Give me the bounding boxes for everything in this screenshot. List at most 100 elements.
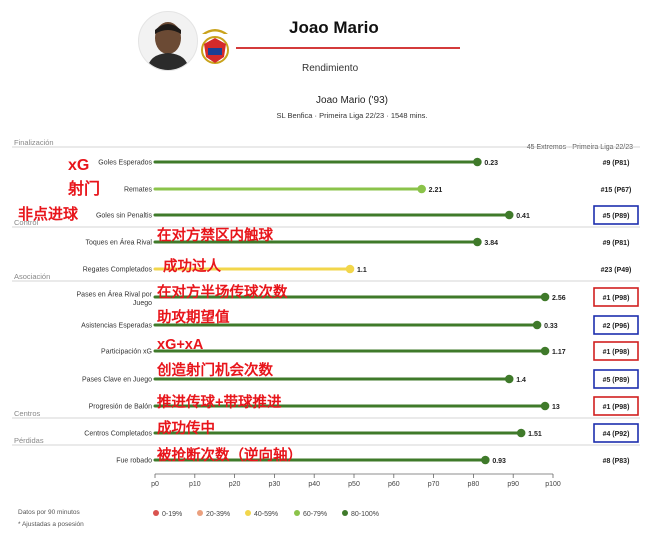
- section-label: Pérdidas: [14, 436, 44, 445]
- percentile-dot: [417, 184, 426, 194]
- legend-swatch: [153, 510, 159, 516]
- rank-label: #5 (P89): [603, 377, 630, 384]
- metric-label: Goles sin Penaltis: [96, 213, 153, 220]
- percentile-dot: [504, 210, 514, 220]
- club-crest-icon: [196, 22, 234, 68]
- rank-highlight-box: [593, 205, 639, 225]
- rank-highlight-box: [593, 396, 639, 416]
- legend-label: 60-79%: [303, 511, 327, 518]
- metric-label: Regates Completados: [83, 267, 153, 274]
- metric-label: Pases Clave en Juego: [82, 377, 152, 384]
- legend-label: 20-39%: [206, 511, 230, 518]
- percentile-dot: [516, 428, 526, 438]
- metric-label: Progresión de Balón: [89, 404, 153, 411]
- rank-label: #15 (P67): [601, 187, 632, 194]
- rank-highlight-box: [593, 423, 639, 443]
- annotation-label: 成功传中: [157, 419, 215, 437]
- annotation-label: 成功过人: [163, 257, 221, 275]
- metric-label: Centros Completados: [84, 431, 152, 438]
- percentile-dot: [345, 264, 355, 274]
- value-label: 1.1: [357, 267, 367, 274]
- value-label: 13: [552, 404, 560, 411]
- percentile-dot: [481, 455, 490, 465]
- x-tick-label: p100: [545, 481, 561, 488]
- x-tick-label: p90: [507, 481, 519, 488]
- annotation-label: 被抢断次数（逆向轴）: [157, 446, 302, 464]
- legend-swatch: [342, 510, 348, 516]
- metric-label: Remates: [124, 187, 153, 194]
- rank-label: #2 (P96): [603, 323, 630, 330]
- annotation-label: xG: [68, 157, 89, 174]
- value-label: 0.93: [492, 458, 506, 465]
- value-label: 0.33: [544, 323, 558, 330]
- rank-label: #4 (P92): [603, 431, 630, 438]
- value-label: 1.51: [528, 431, 542, 438]
- annotation-label: 非点进球: [18, 205, 79, 223]
- x-tick-label: p30: [269, 481, 281, 488]
- value-label: 0.41: [516, 213, 530, 220]
- value-label: 3.84: [484, 240, 498, 247]
- value-label: 2.56: [552, 295, 566, 302]
- metric-label: Participación xG: [101, 349, 152, 356]
- rank-label: #1 (P98): [603, 404, 630, 411]
- legend-label: 80-100%: [351, 511, 379, 518]
- footnote: * Ajustadas a posesión: [18, 521, 84, 528]
- annotation-label: 在对方半场传球次数: [157, 283, 288, 301]
- legend-label: 40-59%: [254, 511, 278, 518]
- x-tick-label: p40: [308, 481, 320, 488]
- rank-label: #8 (P83): [603, 458, 630, 465]
- x-tick-label: p70: [428, 481, 440, 488]
- rank-highlight-box: [593, 341, 639, 361]
- section-label: Centros: [14, 409, 41, 418]
- percentile-dot: [473, 157, 482, 167]
- metric-label: Juego: [133, 300, 152, 307]
- percentile-dot: [540, 401, 550, 411]
- rank-highlight-box: [593, 369, 639, 389]
- section-label: Finalización: [14, 138, 54, 147]
- rank-label: #9 (P81): [603, 240, 630, 247]
- chart-title: Joao Mario ('93): [316, 95, 388, 106]
- rank-label: #23 (P49): [601, 267, 632, 274]
- annotation-label: 创造射门机会次数: [156, 361, 273, 379]
- legend-swatch: [294, 510, 300, 516]
- player-avatar: [138, 11, 198, 71]
- percentile-dot: [540, 292, 550, 302]
- metric-label: Toques en Área Rival: [85, 238, 152, 247]
- annotation-label: 推进传球+带球推进: [157, 393, 282, 411]
- section-label: Asociación: [14, 272, 50, 281]
- rank-highlight-box: [593, 287, 639, 307]
- percentile-dot: [532, 320, 542, 330]
- comparison-label: 45 Extremos · Primeira Liga 22/23: [527, 144, 633, 151]
- rank-highlight-box: [593, 315, 639, 335]
- value-label: 1.17: [552, 349, 566, 356]
- x-tick-label: p20: [229, 481, 241, 488]
- x-tick-label: p50: [348, 481, 360, 488]
- header-subtitle: Rendimiento: [302, 63, 359, 74]
- x-tick-label: p10: [189, 481, 201, 488]
- metric-label: Pases en Área Rival por: [77, 290, 153, 299]
- header-divider: [236, 47, 460, 49]
- player-name: Joao Mario: [289, 18, 379, 37]
- annotation-label: 助攻期望值: [157, 308, 230, 326]
- rank-label: #9 (P81): [603, 160, 630, 167]
- legend-swatch: [197, 510, 203, 516]
- x-tick-label: p0: [151, 481, 159, 488]
- rank-label: #5 (P89): [603, 213, 630, 220]
- x-tick-label: p80: [468, 481, 480, 488]
- percentile-dot: [540, 346, 550, 356]
- legend-label: 0-19%: [162, 511, 182, 518]
- rank-label: #1 (P98): [603, 349, 630, 356]
- value-label: 0.23: [484, 160, 498, 167]
- annotation-label: 射门: [67, 179, 100, 198]
- annotation-label: xG+xA: [157, 337, 204, 353]
- percentile-dot: [473, 237, 482, 247]
- percentile-dot: [504, 374, 514, 384]
- rank-label: #1 (P98): [603, 295, 630, 302]
- legend-swatch: [245, 510, 251, 516]
- value-label: 2.21: [429, 187, 443, 194]
- metric-label: Goles Esperados: [98, 160, 152, 167]
- x-tick-label: p60: [388, 481, 400, 488]
- metric-label: Asistencias Esperadas: [81, 323, 152, 330]
- footnote: Datos por 90 minutos: [18, 509, 81, 516]
